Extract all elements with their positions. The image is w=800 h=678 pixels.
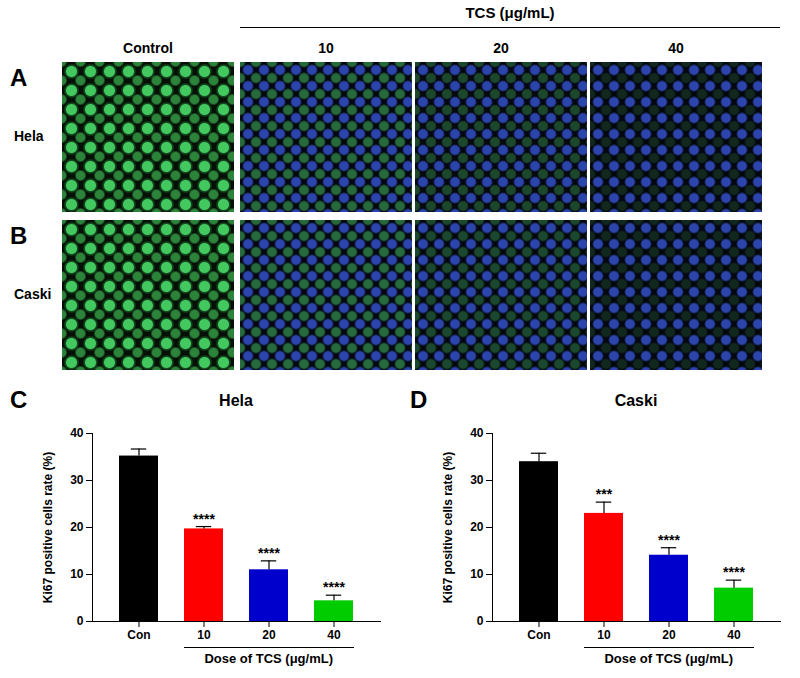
svg-text:Ki67 positive cells rate (%): Ki67 positive cells rate (%) — [441, 452, 455, 603]
html-text:10: 10 — [318, 40, 334, 56]
html-text:Caski: Caski — [14, 286, 52, 302]
svg-text:****: **** — [258, 545, 280, 561]
svg-text:10: 10 — [597, 628, 611, 642]
svg-text:Ki67 positive cells rate (%): Ki67 positive cells rate (%) — [41, 452, 55, 603]
html-text:B: B — [10, 222, 28, 249]
svg-text:10: 10 — [197, 628, 211, 642]
svg-text:0: 0 — [477, 614, 484, 628]
svg-text:20: 20 — [470, 520, 484, 534]
svg-text:****: **** — [323, 579, 345, 595]
svg-text:30: 30 — [70, 473, 84, 487]
svg-text:0: 0 — [77, 614, 84, 628]
html-text:A: A — [10, 64, 28, 91]
svg-text:Con: Con — [127, 628, 150, 642]
svg-text:40: 40 — [470, 426, 484, 440]
svg-text:20: 20 — [70, 520, 84, 534]
svg-text:****: **** — [658, 532, 680, 548]
html-text:Dose of TCS (μg/mL): Dose of TCS (μg/mL) — [204, 651, 333, 666]
svg-text:40: 40 — [727, 628, 741, 642]
svg-text:40: 40 — [327, 628, 341, 642]
svg-text:40: 40 — [70, 426, 84, 440]
svg-text:30: 30 — [470, 473, 484, 487]
html-text:Caski: Caski — [614, 392, 658, 409]
svg-text:20: 20 — [662, 628, 676, 642]
html-text:Hela: Hela — [219, 392, 253, 409]
svg-text:****: **** — [723, 564, 745, 580]
svg-text:10: 10 — [70, 567, 84, 581]
html-text:Control: Control — [123, 40, 173, 56]
html-text:Hela: Hela — [14, 128, 44, 144]
svg-text:20: 20 — [262, 628, 276, 642]
html-text:20: 20 — [493, 40, 509, 56]
html-text:TCS (μg/mL): TCS (μg/mL) — [465, 4, 555, 21]
html-text:C: C — [10, 386, 28, 413]
html-text:D: D — [410, 386, 428, 413]
svg-text:10: 10 — [470, 567, 484, 581]
html-text:40: 40 — [668, 40, 684, 56]
svg-text:****: **** — [193, 511, 215, 527]
html-text:Dose of TCS (μg/mL): Dose of TCS (μg/mL) — [604, 651, 733, 666]
svg-text:Con: Con — [527, 628, 550, 642]
svg-text:***: *** — [596, 486, 613, 502]
